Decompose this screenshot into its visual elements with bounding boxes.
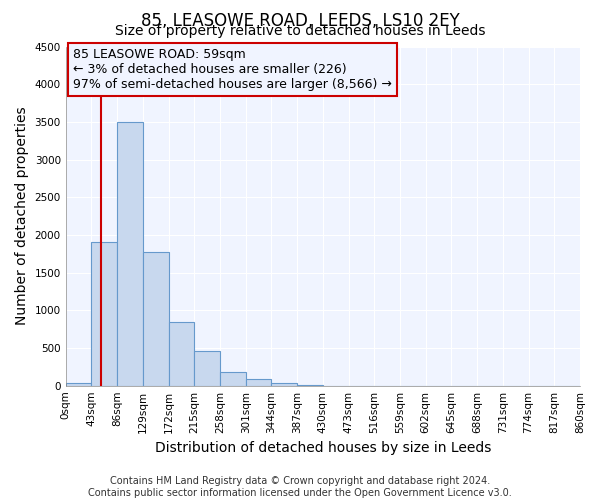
Text: 85, LEASOWE ROAD, LEEDS, LS10 2EY: 85, LEASOWE ROAD, LEEDS, LS10 2EY (140, 12, 460, 30)
X-axis label: Distribution of detached houses by size in Leeds: Distribution of detached houses by size … (155, 441, 491, 455)
Bar (194, 351, 220, 386)
Y-axis label: Number of detached properties: Number of detached properties (15, 107, 29, 326)
Bar (245, 380, 271, 386)
Bar (169, 322, 194, 386)
Bar (143, 252, 169, 386)
Bar (220, 372, 245, 386)
Bar (65, 382, 91, 386)
Text: 85 LEASOWE ROAD: 59sqm
← 3% of detached houses are smaller (226)
97% of semi-det: 85 LEASOWE ROAD: 59sqm ← 3% of detached … (73, 48, 392, 91)
Text: Size of property relative to detached houses in Leeds: Size of property relative to detached ho… (115, 24, 485, 38)
Text: Contains HM Land Registry data © Crown copyright and database right 2024.
Contai: Contains HM Land Registry data © Crown c… (88, 476, 512, 498)
Bar (91, 242, 117, 386)
Bar (117, 122, 143, 386)
Bar (297, 384, 323, 386)
Bar (271, 382, 297, 386)
